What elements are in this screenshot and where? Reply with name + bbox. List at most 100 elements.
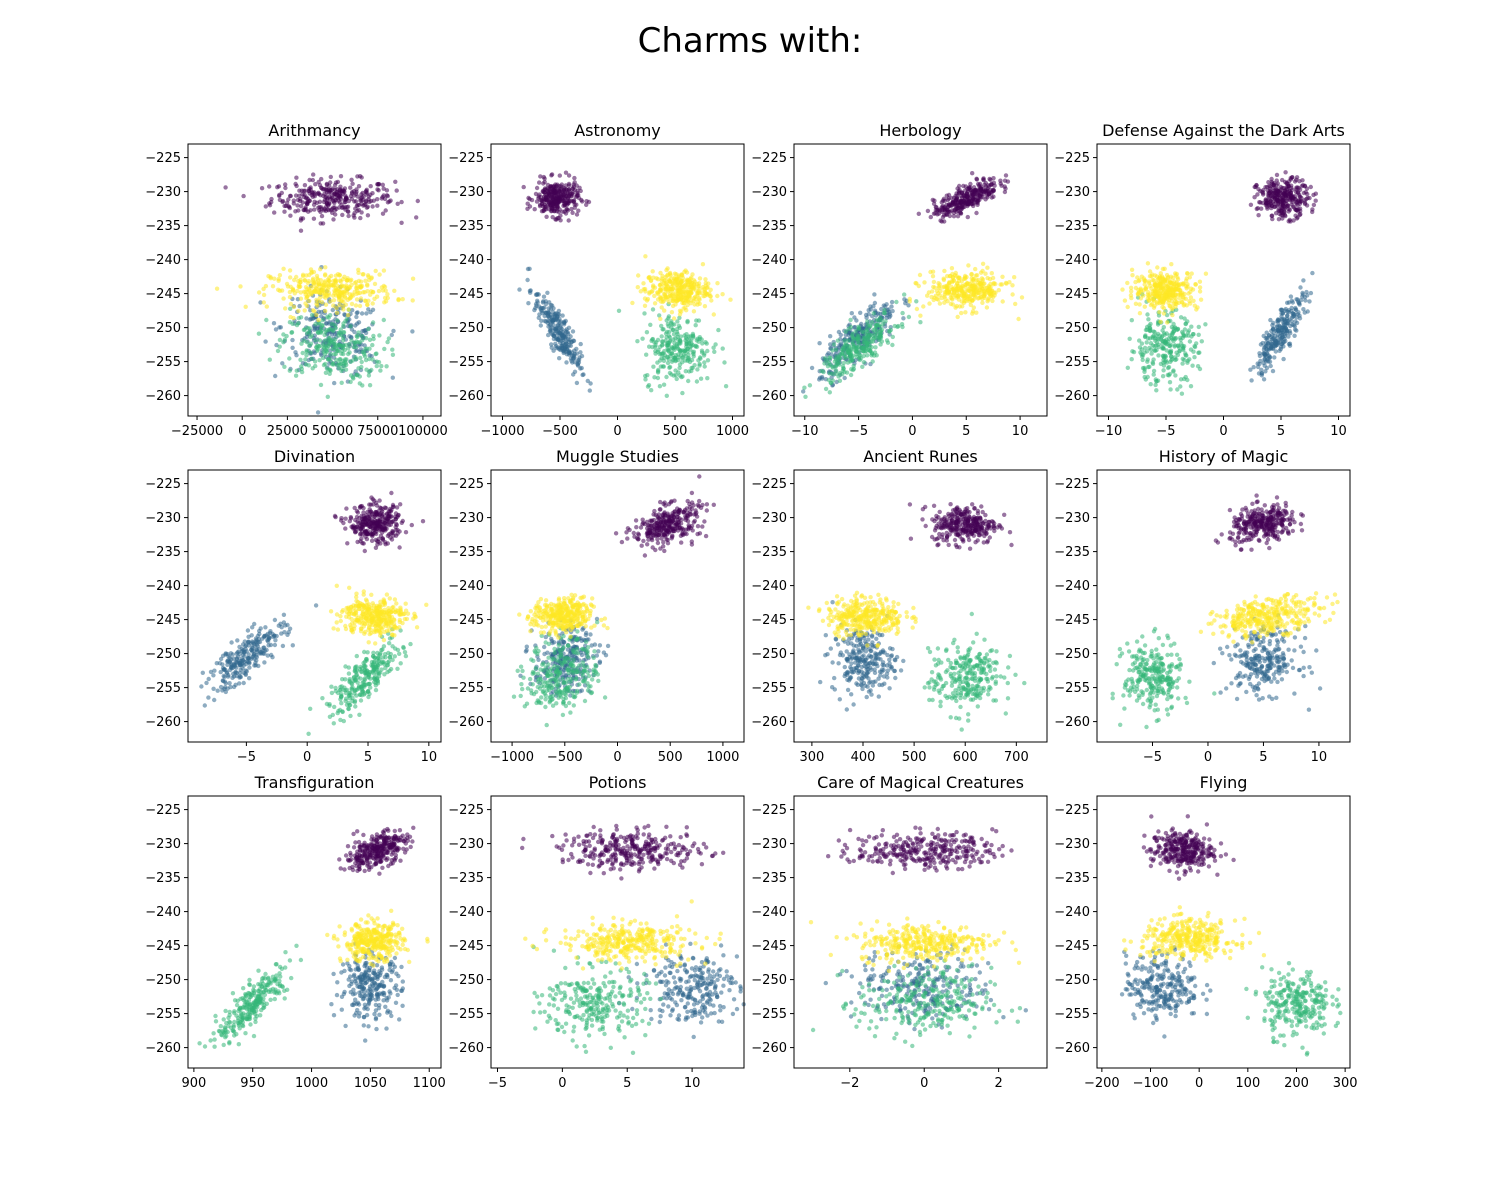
- data-point: [1020, 295, 1024, 299]
- x-tick-label: 25000: [267, 424, 308, 439]
- data-point: [557, 188, 561, 192]
- data-point: [560, 344, 564, 348]
- data-point: [338, 200, 342, 204]
- data-point: [645, 330, 649, 334]
- data-point: [1155, 301, 1159, 305]
- y-tick-label: −235: [1054, 219, 1090, 234]
- data-point: [380, 195, 384, 199]
- data-point: [973, 267, 977, 271]
- data-point: [665, 394, 669, 398]
- data-point: [698, 362, 702, 366]
- data-point: [655, 290, 659, 294]
- data-point: [339, 279, 343, 283]
- data-point: [952, 214, 956, 218]
- data-point: [715, 281, 719, 285]
- data-point: [305, 200, 309, 204]
- data-point: [698, 356, 702, 360]
- data-point: [985, 266, 989, 270]
- data-point: [824, 387, 828, 391]
- data-point: [277, 193, 281, 197]
- data-point: [223, 185, 227, 189]
- data-point: [675, 377, 679, 381]
- data-point: [296, 309, 300, 313]
- data-point: [680, 391, 684, 395]
- data-point: [1188, 339, 1192, 343]
- data-point: [339, 174, 343, 178]
- y-tick-label: −245: [448, 287, 484, 302]
- data-point: [630, 301, 634, 305]
- data-point: [866, 336, 870, 340]
- data-point: [976, 196, 980, 200]
- data-point: [972, 185, 976, 189]
- data-point: [1271, 182, 1275, 186]
- data-point: [1290, 299, 1294, 303]
- data-point: [327, 195, 331, 199]
- data-point: [352, 199, 356, 203]
- data-point: [569, 207, 573, 211]
- data-point: [356, 271, 360, 275]
- data-point: [336, 292, 340, 296]
- data-point: [687, 292, 691, 296]
- data-point: [560, 313, 564, 317]
- subplot-title: Arithmancy: [268, 121, 360, 140]
- data-point: [932, 202, 936, 206]
- data-point: [297, 304, 301, 308]
- data-point: [537, 312, 541, 316]
- data-point: [359, 296, 363, 300]
- data-point: [374, 269, 378, 273]
- data-point: [365, 289, 369, 293]
- data-point: [375, 204, 379, 208]
- data-point: [1147, 279, 1151, 283]
- data-point: [554, 327, 558, 331]
- data-point: [346, 287, 350, 291]
- data-point: [551, 318, 555, 322]
- data-point: [288, 290, 292, 294]
- data-point: [647, 345, 651, 349]
- data-point: [359, 280, 363, 284]
- data-point: [965, 194, 969, 198]
- data-point: [682, 270, 686, 274]
- data-point: [802, 386, 806, 390]
- data-point: [355, 204, 359, 208]
- data-point: [827, 378, 831, 382]
- data-point: [1272, 205, 1276, 209]
- data-point: [567, 353, 571, 357]
- data-point: [675, 319, 679, 323]
- data-point: [1175, 387, 1179, 391]
- data-point: [394, 534, 398, 538]
- data-point: [319, 326, 323, 330]
- data-point: [862, 360, 866, 364]
- data-point: [391, 329, 395, 333]
- data-point: [1275, 324, 1279, 328]
- data-point: [1257, 351, 1261, 355]
- data-point: [308, 208, 312, 212]
- data-point: [1256, 361, 1260, 365]
- x-tick-label: 100000: [398, 424, 448, 439]
- data-point: [672, 322, 676, 326]
- data-point: [1139, 352, 1143, 356]
- data-point: [1189, 325, 1193, 329]
- data-point: [658, 345, 662, 349]
- data-point: [377, 498, 381, 502]
- data-point: [1148, 328, 1152, 332]
- data-point: [1120, 287, 1124, 291]
- data-point: [931, 285, 935, 289]
- data-point: [291, 316, 295, 320]
- data-point: [318, 200, 322, 204]
- data-point: [1255, 207, 1259, 211]
- data-point: [1190, 271, 1194, 275]
- data-point: [1268, 318, 1272, 322]
- data-point: [956, 315, 960, 319]
- data-point: [390, 348, 394, 352]
- data-point: [968, 185, 972, 189]
- data-point: [342, 330, 346, 334]
- x-tick-label: 10: [1330, 424, 1347, 439]
- data-point: [664, 375, 668, 379]
- data-point: [689, 344, 693, 348]
- data-point: [288, 268, 292, 272]
- data-point: [352, 345, 356, 349]
- data-point: [1272, 355, 1276, 359]
- data-point: [978, 288, 982, 292]
- data-point: [932, 280, 936, 284]
- data-point: [1146, 375, 1150, 379]
